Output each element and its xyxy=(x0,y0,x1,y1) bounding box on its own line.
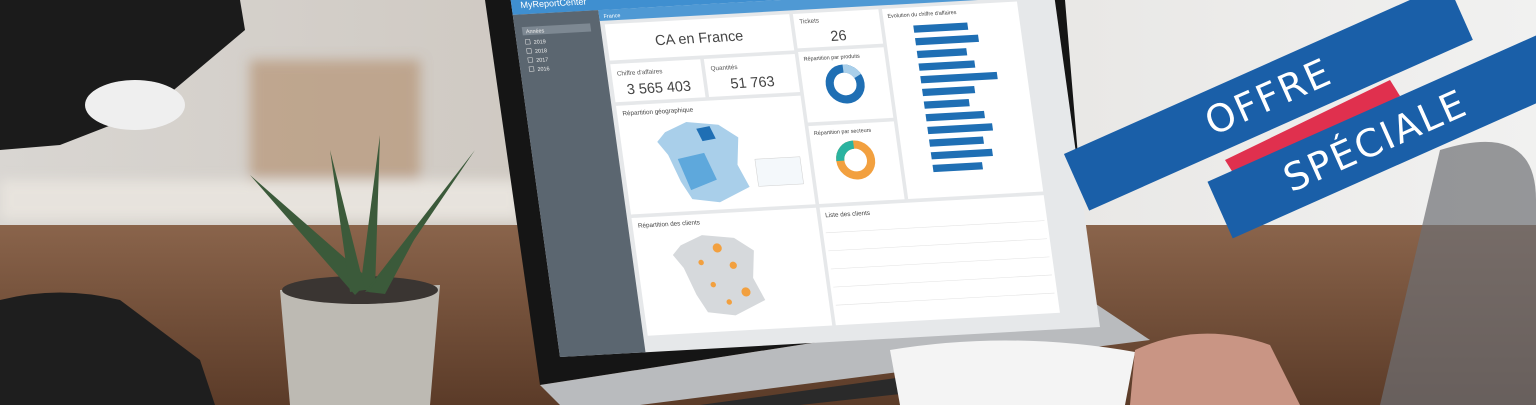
panel xyxy=(808,121,905,204)
panel-title: Liste des clients xyxy=(825,210,871,219)
plant xyxy=(250,135,475,295)
ribbon-stripe xyxy=(1225,80,1400,176)
checkbox[interactable] xyxy=(527,57,534,63)
hand xyxy=(1130,333,1300,405)
map-region xyxy=(696,126,716,142)
app-logo: MyReportCenter xyxy=(520,0,587,10)
screen: MyReportCenter Années 2019 2018 2017 2016 F… xyxy=(510,0,1101,358)
kpi-panel xyxy=(792,9,884,49)
table-lines xyxy=(825,220,1055,306)
panel-title: Evolution du chiffre d'affaires xyxy=(887,10,957,20)
lamp-bulb xyxy=(85,80,185,130)
donut-slice xyxy=(836,140,855,162)
checkbox[interactable] xyxy=(526,48,532,54)
sidebar-items: 2019 2018 2017 2016 xyxy=(524,39,550,73)
panel-title: Répartition géographique xyxy=(622,107,694,118)
kpi-panel xyxy=(703,53,801,98)
checkbox[interactable] xyxy=(524,39,531,45)
bars xyxy=(913,22,998,173)
plant-pot xyxy=(280,285,440,405)
cup xyxy=(890,340,1135,405)
lamp-base xyxy=(0,292,215,405)
map-legend xyxy=(754,156,804,187)
app-header xyxy=(510,0,1053,15)
blurred-room xyxy=(0,60,520,220)
kpi-label: Tickets xyxy=(799,18,820,26)
lamp xyxy=(0,0,245,150)
sidebar-item[interactable]: 2016 xyxy=(537,66,550,73)
kpi-value: 51 763 xyxy=(729,74,775,92)
person xyxy=(1380,141,1536,405)
sidebar-header xyxy=(521,23,592,36)
sidebar-item[interactable]: 2019 xyxy=(533,39,546,46)
map-region xyxy=(677,152,717,191)
panel xyxy=(798,47,894,123)
dashboard-title: CA en France xyxy=(654,28,744,49)
map-points xyxy=(698,243,751,305)
donut-slice xyxy=(842,64,861,79)
kpi-value: 3 565 403 xyxy=(626,79,692,99)
panel xyxy=(604,14,795,61)
panel-title: Répartition par produits xyxy=(803,54,860,63)
panel-title: Répartition des clients xyxy=(638,219,701,229)
kpi-value: 26 xyxy=(829,28,847,45)
tab[interactable]: France xyxy=(603,13,621,20)
sidebar-item[interactable]: 2017 xyxy=(536,57,549,64)
kpi-panel xyxy=(610,59,706,103)
sidebar-title: Années xyxy=(526,28,545,35)
panel-title: Répartition par secteurs xyxy=(814,128,872,137)
sidebar-item[interactable]: 2018 xyxy=(535,48,548,55)
kpi-label: Chiffre d'affaires xyxy=(617,68,663,78)
checkbox[interactable] xyxy=(528,66,535,72)
tab-bar xyxy=(598,0,1055,22)
map-france xyxy=(672,235,766,316)
kpi-label: Quantités xyxy=(710,64,738,72)
panel xyxy=(819,195,1060,326)
sidebar xyxy=(512,10,646,358)
